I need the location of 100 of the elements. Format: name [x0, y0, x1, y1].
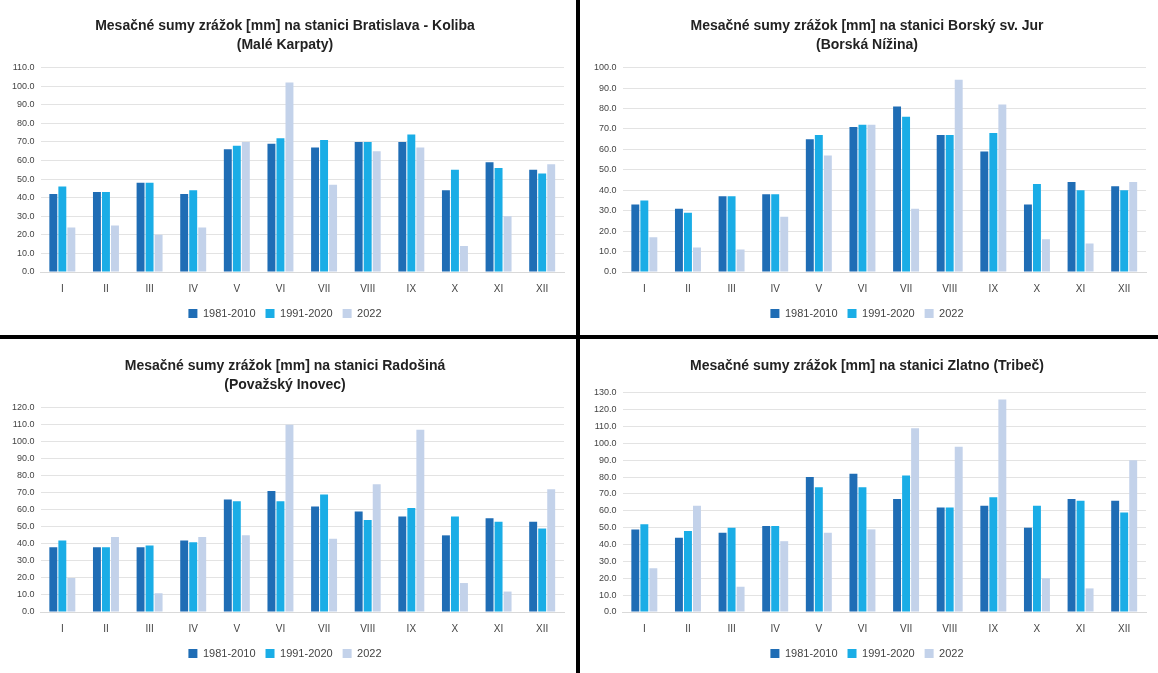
y-tick-label: 70.0 — [16, 487, 35, 498]
bar — [503, 591, 512, 612]
y-tick-label: 30.0 — [16, 210, 35, 221]
bar — [538, 528, 547, 612]
bar — [849, 473, 858, 612]
x-tick-label: VII — [317, 622, 331, 634]
x-tick-label: IV — [188, 622, 199, 634]
x-tick-label: X — [1033, 282, 1041, 294]
bar — [1032, 505, 1041, 612]
y-tick-label: 100.0 — [11, 436, 35, 447]
x-tick-label: XI — [493, 282, 504, 294]
bar — [954, 446, 963, 612]
bar — [92, 547, 101, 612]
legend-label: 1991-2020 — [862, 646, 915, 659]
x-tick-label: VI — [857, 282, 868, 294]
bar — [1032, 184, 1041, 272]
bar — [805, 477, 814, 612]
bar — [736, 249, 745, 272]
x-tick-label: XI — [493, 622, 504, 634]
bar — [823, 155, 832, 272]
bar — [101, 547, 110, 612]
bar — [180, 540, 189, 612]
bar — [145, 545, 154, 612]
y-tick-label: 90.0 — [598, 82, 617, 93]
x-tick-label: IX — [406, 622, 417, 634]
bar — [416, 429, 425, 612]
bar — [640, 200, 649, 272]
bar — [111, 537, 119, 612]
bar — [1129, 460, 1138, 612]
bar — [223, 149, 232, 272]
bar — [1041, 239, 1050, 272]
bar — [902, 116, 911, 272]
bar — [1023, 204, 1032, 272]
bar — [49, 547, 58, 612]
bar — [354, 141, 363, 272]
legend-label: 1991-2020 — [280, 646, 333, 659]
bar — [1111, 186, 1120, 272]
bar — [198, 537, 207, 612]
x-tick-label: XII — [536, 282, 549, 294]
bar — [416, 147, 425, 272]
y-tick-label: 30.0 — [16, 555, 35, 566]
y-tick-label: 50.0 — [16, 173, 35, 184]
bar — [407, 508, 416, 612]
bar — [547, 489, 556, 612]
x-tick-label: I — [60, 622, 64, 634]
y-tick-label: 0.0 — [604, 606, 617, 617]
x-tick-label: III — [727, 282, 736, 294]
y-tick-label: 40.0 — [16, 538, 35, 549]
bar — [354, 511, 363, 612]
bar — [529, 521, 538, 612]
x-tick-label: IV — [188, 282, 199, 294]
bar — [945, 507, 954, 612]
y-tick-label: 110.0 — [594, 421, 617, 432]
x-tick-label: II — [685, 622, 691, 634]
bar — [311, 147, 320, 272]
y-tick-label: 60.0 — [598, 143, 617, 154]
y-tick-label: 80.0 — [16, 470, 35, 481]
y-tick-label: 20.0 — [16, 229, 35, 240]
y-tick-label: 30.0 — [598, 205, 617, 216]
bar — [145, 182, 154, 272]
bar — [936, 135, 945, 272]
legend-label: 2022 — [939, 646, 964, 659]
y-tick-label: 80.0 — [598, 471, 617, 482]
x-tick-label: VII — [899, 282, 913, 294]
bar — [398, 141, 407, 272]
x-tick-label: II — [103, 622, 109, 634]
y-tick-label: 0.0 — [22, 266, 35, 277]
bar — [989, 133, 998, 272]
bar — [1129, 182, 1138, 272]
bar — [736, 586, 745, 612]
bar — [276, 138, 285, 272]
bar — [989, 497, 998, 612]
y-tick-label: 80.0 — [598, 102, 617, 113]
x-tick-label: II — [685, 282, 691, 294]
x-tick-label: V — [815, 622, 823, 634]
x-tick-label: V — [233, 282, 241, 294]
bar — [858, 487, 867, 612]
bar — [893, 499, 902, 612]
x-tick-label: III — [145, 622, 154, 634]
bar — [814, 487, 823, 612]
x-tick-label: VIII — [360, 282, 376, 294]
y-tick-label: 40.0 — [598, 184, 617, 195]
y-tick-label: 0.0 — [604, 266, 617, 277]
chart-title: Mesačné sumy zrážok [mm] na stanici Borský sv. Jur — [690, 17, 1045, 34]
y-tick-label: 0.0 — [22, 606, 35, 617]
bar — [441, 190, 450, 272]
bar — [718, 532, 727, 612]
bar — [631, 204, 640, 272]
y-tick-label: 40.0 — [598, 539, 617, 550]
x-tick-label: VII — [317, 282, 331, 294]
bar — [154, 234, 163, 272]
bar — [1085, 243, 1094, 272]
bar — [640, 524, 649, 612]
y-tick-label: 60.0 — [16, 504, 35, 515]
bar — [980, 151, 989, 272]
legend-label: 1981-2010 — [784, 306, 838, 319]
x-tick-label: VII — [899, 622, 913, 634]
legend-label: 2022 — [939, 306, 964, 319]
bar — [649, 237, 658, 272]
bar — [1067, 499, 1076, 612]
